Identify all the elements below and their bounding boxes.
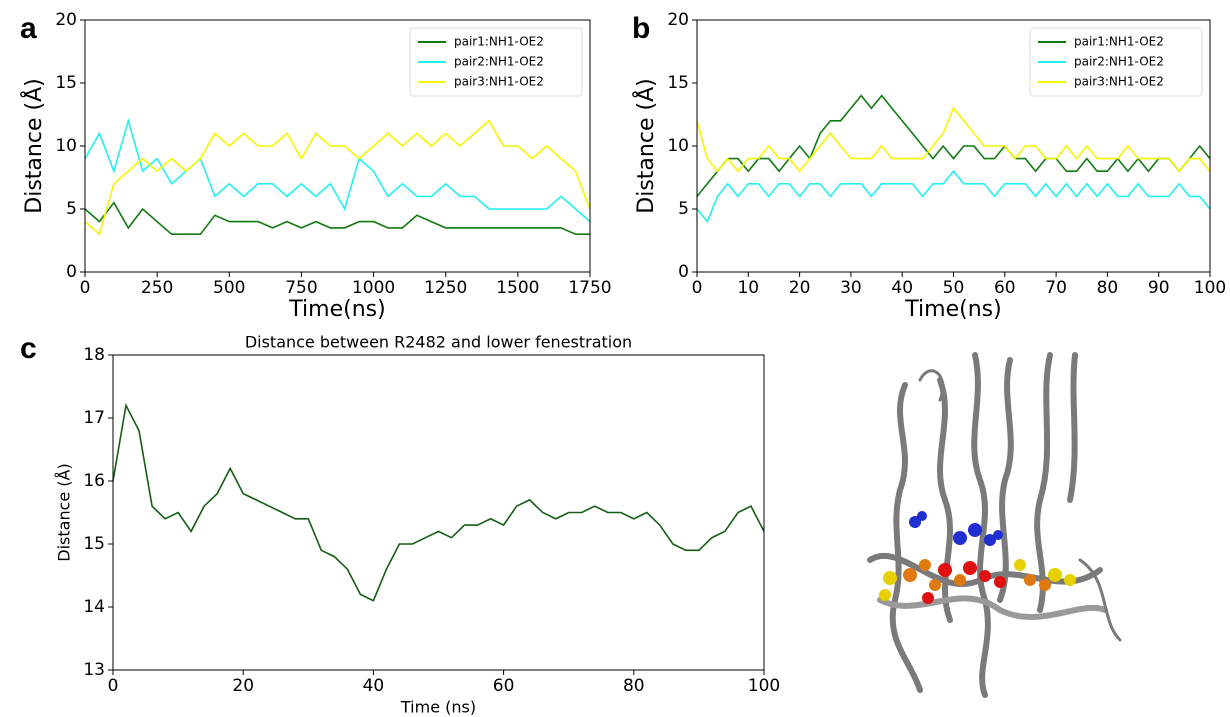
- x-tick-label: 500: [213, 278, 245, 298]
- data-line: [696, 106, 1211, 173]
- x-axis-label: Time(ns): [288, 297, 385, 322]
- x-axis-label: Time (ns): [400, 698, 476, 717]
- x-tick-label: 1250: [424, 278, 467, 298]
- x-tick-label: 60: [493, 676, 515, 696]
- x-tick-label: 40: [891, 278, 913, 298]
- x-tick-label: 0: [692, 278, 703, 298]
- y-tick-label: 5: [678, 199, 689, 219]
- panel-label: c: [20, 332, 37, 365]
- x-tick-label: 50: [943, 278, 965, 298]
- x-tick-label: 0: [80, 278, 91, 298]
- y-tick-label: 17: [83, 408, 105, 428]
- y-axis-label: Distance (Å): [632, 78, 659, 213]
- chart-title: Distance between R2482 and lower fenestr…: [245, 333, 632, 352]
- protein-residues: [879, 511, 1076, 604]
- x-tick-label: 100: [748, 676, 780, 696]
- legend-label: pair3:NH1-OE2: [1074, 75, 1164, 89]
- legend-label: pair1:NH1-OE2: [1074, 35, 1164, 49]
- y-tick-label: 15: [83, 534, 105, 554]
- y-tick-label: 16: [83, 471, 105, 491]
- x-tick-label: 0: [108, 676, 119, 696]
- legend-label: pair2:NH1-OE2: [454, 55, 544, 69]
- legend-box: [409, 27, 583, 97]
- y-tick-label: 0: [66, 262, 77, 282]
- x-tick-label: 1750: [568, 278, 611, 298]
- y-tick-label: 18: [83, 345, 105, 365]
- data-line: [112, 402, 765, 602]
- y-tick-label: 20: [55, 10, 77, 30]
- y-tick-label: 10: [55, 136, 77, 156]
- x-tick-label: 1500: [496, 278, 539, 298]
- x-tick-label: 10: [737, 278, 759, 298]
- y-tick-label: 13: [83, 660, 105, 680]
- axes-frame: [112, 354, 765, 671]
- legend-label: pair1:NH1-OE2: [454, 35, 544, 49]
- y-tick-label: 5: [66, 199, 77, 219]
- x-tick-label: 80: [623, 676, 645, 696]
- data-line: [84, 201, 590, 235]
- legend-box: [1029, 27, 1203, 97]
- x-tick-label: 20: [789, 278, 811, 298]
- x-tick-label: 250: [141, 278, 173, 298]
- y-axis-label: Distance (Å): [20, 78, 47, 213]
- panel-label: a: [20, 12, 37, 45]
- y-axis-label: Distance (Å): [55, 463, 74, 561]
- x-tick-label: 60: [994, 278, 1016, 298]
- data-line: [696, 169, 1211, 224]
- legend-label: pair3:NH1-OE2: [454, 75, 544, 89]
- data-line: [696, 94, 1211, 197]
- x-tick-label: 30: [840, 278, 862, 298]
- y-tick-label: 14: [83, 597, 105, 617]
- x-tick-label: 80: [1097, 278, 1119, 298]
- x-tick-label: 40: [363, 676, 385, 696]
- x-tick-label: 90: [1148, 278, 1170, 298]
- x-axis-label: Time(ns): [904, 297, 1001, 322]
- protein-image: [867, 352, 1122, 698]
- y-tick-label: 10: [667, 136, 689, 156]
- x-tick-label: 70: [1045, 278, 1067, 298]
- panel-label: b: [632, 12, 650, 45]
- data-line: [84, 119, 591, 236]
- y-tick-label: 0: [678, 262, 689, 282]
- x-tick-label: 20: [232, 676, 254, 696]
- y-tick-label: 15: [55, 73, 77, 93]
- y-tick-label: 20: [667, 10, 689, 30]
- x-tick-label: 1000: [352, 278, 395, 298]
- x-tick-label: 100: [1194, 278, 1226, 298]
- data-line: [84, 117, 591, 223]
- y-tick-label: 15: [667, 73, 689, 93]
- x-tick-label: 750: [285, 278, 317, 298]
- legend-label: pair2:NH1-OE2: [1074, 55, 1164, 69]
